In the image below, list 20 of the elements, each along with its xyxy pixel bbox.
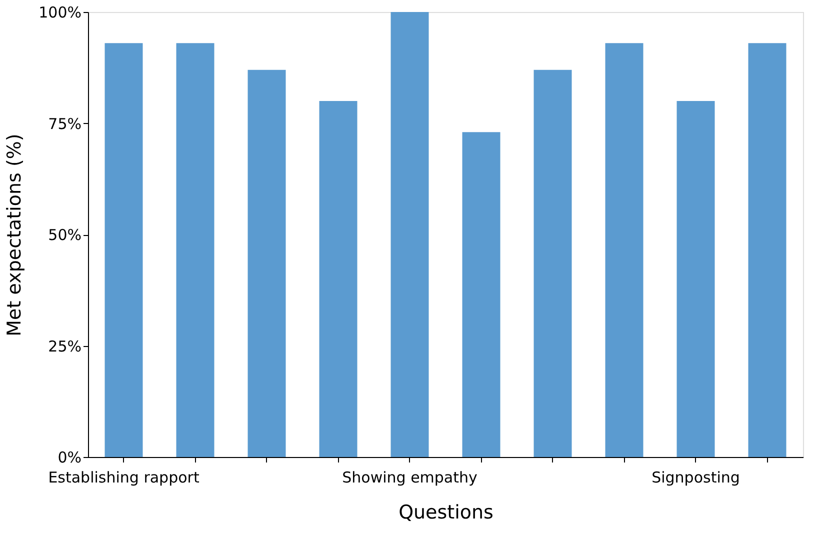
- bar: [462, 132, 500, 457]
- x-axis-title: Questions: [398, 502, 494, 524]
- bar: [319, 101, 358, 457]
- bar: [748, 43, 786, 457]
- y-tick-label: 75%: [48, 114, 82, 133]
- bar: [104, 43, 143, 457]
- y-tick-label: 25%: [48, 337, 82, 356]
- y-tick-label: 100%: [38, 4, 82, 22]
- bar: [605, 43, 644, 457]
- y-tick-label: 0%: [58, 448, 82, 466]
- y-axis-title: Met expectations (%): [4, 134, 26, 336]
- x-tick-label: Showing empathy: [342, 468, 478, 486]
- bar: [176, 43, 214, 457]
- bar: [248, 70, 286, 457]
- x-tick-label: Signposting: [652, 468, 740, 486]
- y-tick-label: 50%: [48, 226, 82, 244]
- x-tick-label: Establishing rapport: [48, 468, 200, 486]
- bar: [390, 12, 429, 457]
- bar: [534, 70, 572, 457]
- bar: [676, 101, 715, 457]
